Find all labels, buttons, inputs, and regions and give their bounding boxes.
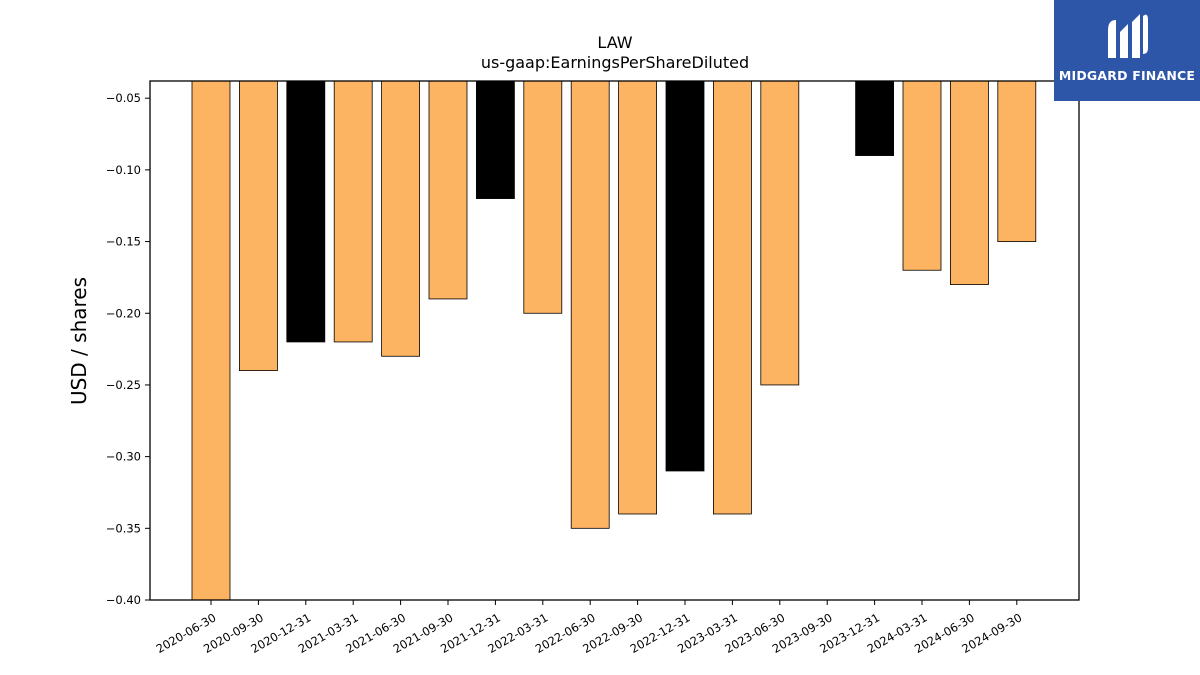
bar-2020-06-30: [191, 80, 231, 601]
chart-subtitle: us-gaap:EarningsPerShareDiluted: [481, 53, 749, 72]
bar-2024-03-31: [902, 80, 942, 271]
bar-2023-12-31: [855, 80, 894, 156]
bar-2020-12-31: [286, 80, 326, 343]
y-tick-label: −0.05: [106, 91, 141, 105]
chart-title: LAW: [597, 33, 632, 52]
y-tick-label: −0.30: [106, 450, 141, 464]
bar-2023-03-31: [713, 80, 752, 515]
bar-2022-09-30: [618, 80, 657, 515]
bar-2024-06-30: [950, 80, 989, 285]
bar-2021-06-30: [381, 80, 421, 357]
bar-2022-06-30: [570, 80, 610, 529]
bar-2021-03-31: [333, 80, 373, 343]
bar-series: [191, 80, 1037, 601]
x-axis-ticks: 2020-06-302020-09-302020-12-312021-03-31…: [154, 600, 1024, 656]
y-tick-label: −0.20: [106, 306, 141, 320]
plot-frame: [149, 80, 1080, 601]
bar-2024-09-30: [997, 80, 1037, 242]
brand-mark-icon: [1108, 14, 1148, 58]
y-tick-label: −0.15: [106, 235, 141, 249]
brand-logo: MIDGARD FINANCE: [1054, 0, 1200, 101]
y-tick-label: −0.40: [106, 593, 141, 607]
brand-name: MIDGARD FINANCE: [1058, 68, 1196, 83]
bar-2022-12-31: [665, 80, 705, 472]
bar-2021-12-31: [475, 80, 515, 199]
bar-2023-06-30: [760, 80, 800, 386]
y-tick-label: −0.35: [106, 521, 141, 535]
y-axis-label: USD / shares: [67, 277, 91, 405]
bar-2022-03-31: [523, 80, 563, 314]
y-axis-ticks: −0.05 −0.10 −0.15 −0.20 −0.25 −0.30 −0.35 −0.40: [106, 91, 150, 607]
bar-2020-09-30: [238, 80, 278, 372]
y-tick-label: −0.10: [106, 163, 141, 177]
y-tick-label: −0.25: [106, 378, 141, 392]
bar-2021-09-30: [428, 80, 468, 300]
